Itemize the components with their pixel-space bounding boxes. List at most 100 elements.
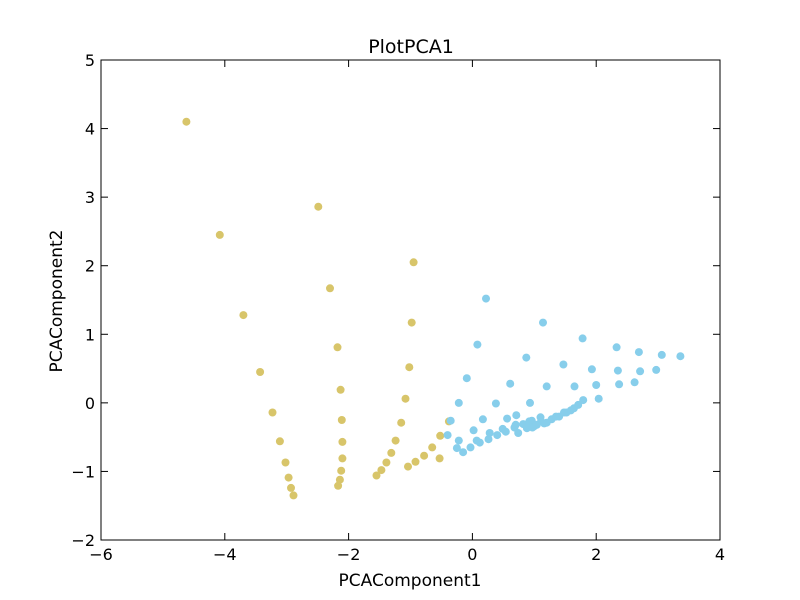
data-point-series2-59 xyxy=(652,365,661,374)
data-point-series2-20 xyxy=(522,353,531,362)
data-point-series1-9 xyxy=(287,483,295,492)
x-tick-label: 4 xyxy=(715,545,725,564)
data-point-series2-54 xyxy=(613,366,622,375)
data-point-series2-24 xyxy=(469,426,478,435)
x-axis-label: PCAComponent1 xyxy=(339,571,482,591)
data-point-series2-45 xyxy=(574,400,583,409)
plot-frame xyxy=(100,59,721,541)
data-point-series2-64 xyxy=(552,412,560,421)
data-point-series1-37 xyxy=(435,454,444,463)
data-point-series1-25 xyxy=(397,418,406,427)
data-point-series1-13 xyxy=(333,343,342,352)
axis-ticks: −6 −4 −2 0 2 4 −2 −1 0 1 2 3 4 5 xyxy=(71,51,725,564)
data-point-series1-19 xyxy=(335,475,344,484)
y-axis-label: PCAComponent2 xyxy=(47,230,67,373)
data-point-series1-30 xyxy=(372,471,381,480)
y-tick-label: 4 xyxy=(85,120,95,139)
data-point-series2-65 xyxy=(560,408,568,417)
data-point-series1-28 xyxy=(382,458,391,467)
y-tick-label: −2 xyxy=(71,531,95,550)
data-point-series2-13 xyxy=(493,431,502,440)
data-point-series1-5 xyxy=(268,408,277,417)
data-point-series2-26 xyxy=(485,429,494,437)
data-point-series2-4 xyxy=(454,398,463,407)
data-point-series1-17 xyxy=(338,454,347,463)
data-point-series2-25 xyxy=(472,436,481,445)
data-point-series2-8 xyxy=(452,444,461,453)
data-point-series2-56 xyxy=(636,367,645,376)
data-point-series2-5 xyxy=(446,416,455,425)
data-point-series2-50 xyxy=(592,381,601,389)
data-point-series2-12 xyxy=(484,435,493,444)
data-point-series2-28 xyxy=(511,420,520,429)
data-point-series1-23 xyxy=(405,363,414,372)
data-point-series2-46 xyxy=(579,396,588,405)
data-point-series1-11 xyxy=(314,202,323,211)
data-point-series1-7 xyxy=(281,458,290,467)
data-point-series1-34 xyxy=(420,451,429,460)
y-tick-label: 1 xyxy=(85,325,95,344)
data-point-series1-33 xyxy=(428,443,437,452)
data-point-series1-36 xyxy=(404,462,412,471)
data-point-series2-6 xyxy=(443,431,452,440)
data-point-series1-8 xyxy=(284,473,293,482)
data-point-series1-18 xyxy=(337,466,346,475)
y-tick-label: 0 xyxy=(85,394,95,413)
y-tick-label: 5 xyxy=(85,51,95,70)
y-tick-label: −1 xyxy=(71,462,95,481)
data-point-series2-57 xyxy=(657,350,666,359)
data-point-series1-12 xyxy=(326,284,334,293)
data-point-series2-19 xyxy=(539,318,547,327)
data-point-series2-33 xyxy=(526,398,534,407)
data-point-series2-47 xyxy=(570,382,579,391)
data-point-series2-22 xyxy=(491,399,500,408)
data-point-series1-15 xyxy=(337,416,346,424)
chart-title: PlotPCA1 xyxy=(368,36,454,58)
x-tick-label: −4 xyxy=(213,545,237,564)
data-point-series2-52 xyxy=(615,380,624,389)
x-tick-label: 0 xyxy=(467,545,477,564)
data-point-series2-3 xyxy=(462,374,471,383)
data-point-series1-27 xyxy=(387,448,396,457)
data-point-series1-35 xyxy=(411,457,420,466)
y-tick-label: 3 xyxy=(85,188,95,207)
data-point-series1-14 xyxy=(336,385,345,394)
data-point-series1-21 xyxy=(409,258,418,267)
data-point-series2-30 xyxy=(578,334,587,343)
data-point-series2-53 xyxy=(630,378,639,387)
data-point-series1-3 xyxy=(239,311,248,320)
y-tick-label: 2 xyxy=(85,257,95,276)
data-point-series2-34 xyxy=(512,411,521,420)
data-point-series2-23 xyxy=(478,415,487,424)
data-point-series1-26 xyxy=(391,436,400,445)
x-tick-label: −6 xyxy=(89,545,113,564)
data-point-series2-10 xyxy=(466,443,475,452)
data-point-series2-35 xyxy=(503,414,512,423)
data-point-series2-32 xyxy=(542,382,551,391)
data-point-series2-36 xyxy=(514,429,523,437)
data-point-series2-2 xyxy=(473,340,482,349)
data-point-series2-27 xyxy=(498,424,507,433)
data-point-series1-20 xyxy=(334,481,343,490)
data-point-series1-2 xyxy=(215,230,224,239)
data-point-series1-24 xyxy=(401,394,410,403)
data-point-series2-9 xyxy=(459,448,468,457)
data-point-series2-48 xyxy=(587,365,596,374)
data-point-series2-1 xyxy=(482,294,490,303)
data-point-series2-31 xyxy=(559,360,568,369)
data-point-series2-29 xyxy=(525,417,534,426)
data-point-series2-21 xyxy=(506,379,515,388)
data-point-series2-58 xyxy=(676,352,685,361)
data-point-series1-22 xyxy=(407,318,416,327)
data-point-series1-29 xyxy=(377,466,386,475)
data-point-series2-63 xyxy=(537,417,546,426)
data-point-series2-51 xyxy=(594,394,603,403)
data-point-series1-6 xyxy=(275,437,284,446)
data-point-series1-10 xyxy=(289,491,298,500)
data-point-series1-1 xyxy=(182,117,191,126)
plot-area xyxy=(182,117,685,500)
data-point-series2-55 xyxy=(634,348,643,357)
x-tick-label: −2 xyxy=(337,545,361,564)
x-tick-label: 2 xyxy=(591,545,601,564)
